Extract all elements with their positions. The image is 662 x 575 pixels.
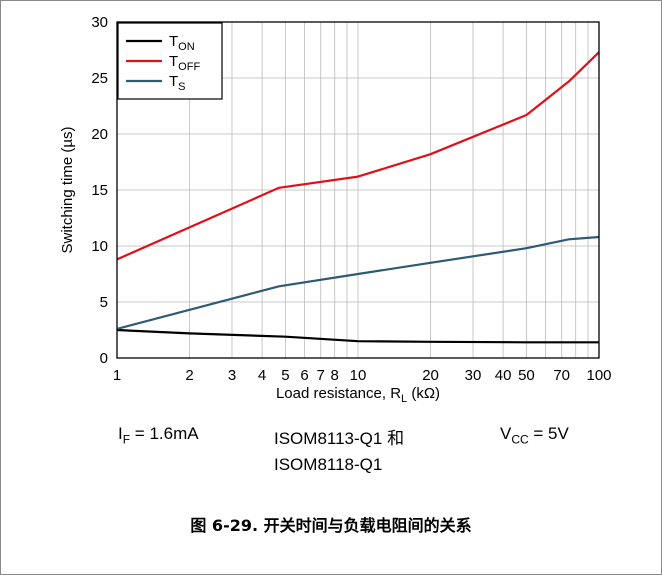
- x-tick-label: 10: [350, 367, 367, 384]
- x-tick-label: 2: [185, 367, 193, 384]
- x-tick-label: 3: [228, 367, 236, 384]
- x-tick-label: 50: [518, 367, 535, 384]
- y-tick-label: 0: [100, 350, 108, 367]
- x-tick-label: 7: [316, 367, 324, 384]
- series-line-ts: [116, 235, 600, 330]
- y-tick-label: 25: [91, 70, 108, 87]
- x-tick-label: 8: [330, 367, 338, 384]
- legend-label-ton: TON: [169, 33, 195, 53]
- plot-area-border: [116, 21, 600, 359]
- x-tick-label: 100: [586, 367, 611, 384]
- x-tick-label: 5: [281, 367, 289, 384]
- vcc-condition: VCC = 5V: [500, 424, 569, 447]
- y-tick-label: 30: [91, 14, 108, 31]
- x-tick-label: 70: [553, 367, 570, 384]
- x-tick-label: 20: [422, 367, 439, 384]
- legend-label-ts: TS: [169, 73, 186, 93]
- figure-caption: 图 6-29. 开关时间与负载电阻间的关系: [190, 516, 472, 535]
- y-tick-label: 15: [91, 182, 108, 199]
- if-condition: IF = 1.6mA: [118, 424, 199, 447]
- x-tick-label: 40: [495, 367, 512, 384]
- series-line-ton: [116, 328, 599, 344]
- y-tick-label: 5: [100, 294, 108, 311]
- device-name-line1: ISOM8113-Q1 和: [274, 429, 405, 448]
- series-line-toff: [116, 51, 600, 261]
- x-tick-label: 4: [258, 367, 266, 384]
- x-tick-label: 1: [113, 367, 121, 384]
- y-tick-label: 10: [91, 238, 108, 255]
- y-tick-label: 20: [91, 126, 108, 143]
- y-axis-title: Switching time (µs): [59, 126, 76, 253]
- device-name-line2: ISOM8118-Q1: [274, 455, 383, 474]
- legend-label-toff: TOFF: [169, 53, 200, 73]
- x-tick-label: 30: [465, 367, 482, 384]
- x-axis-title: Load resistance, RL (kΩ): [276, 385, 440, 405]
- x-tick-label: 6: [300, 367, 308, 384]
